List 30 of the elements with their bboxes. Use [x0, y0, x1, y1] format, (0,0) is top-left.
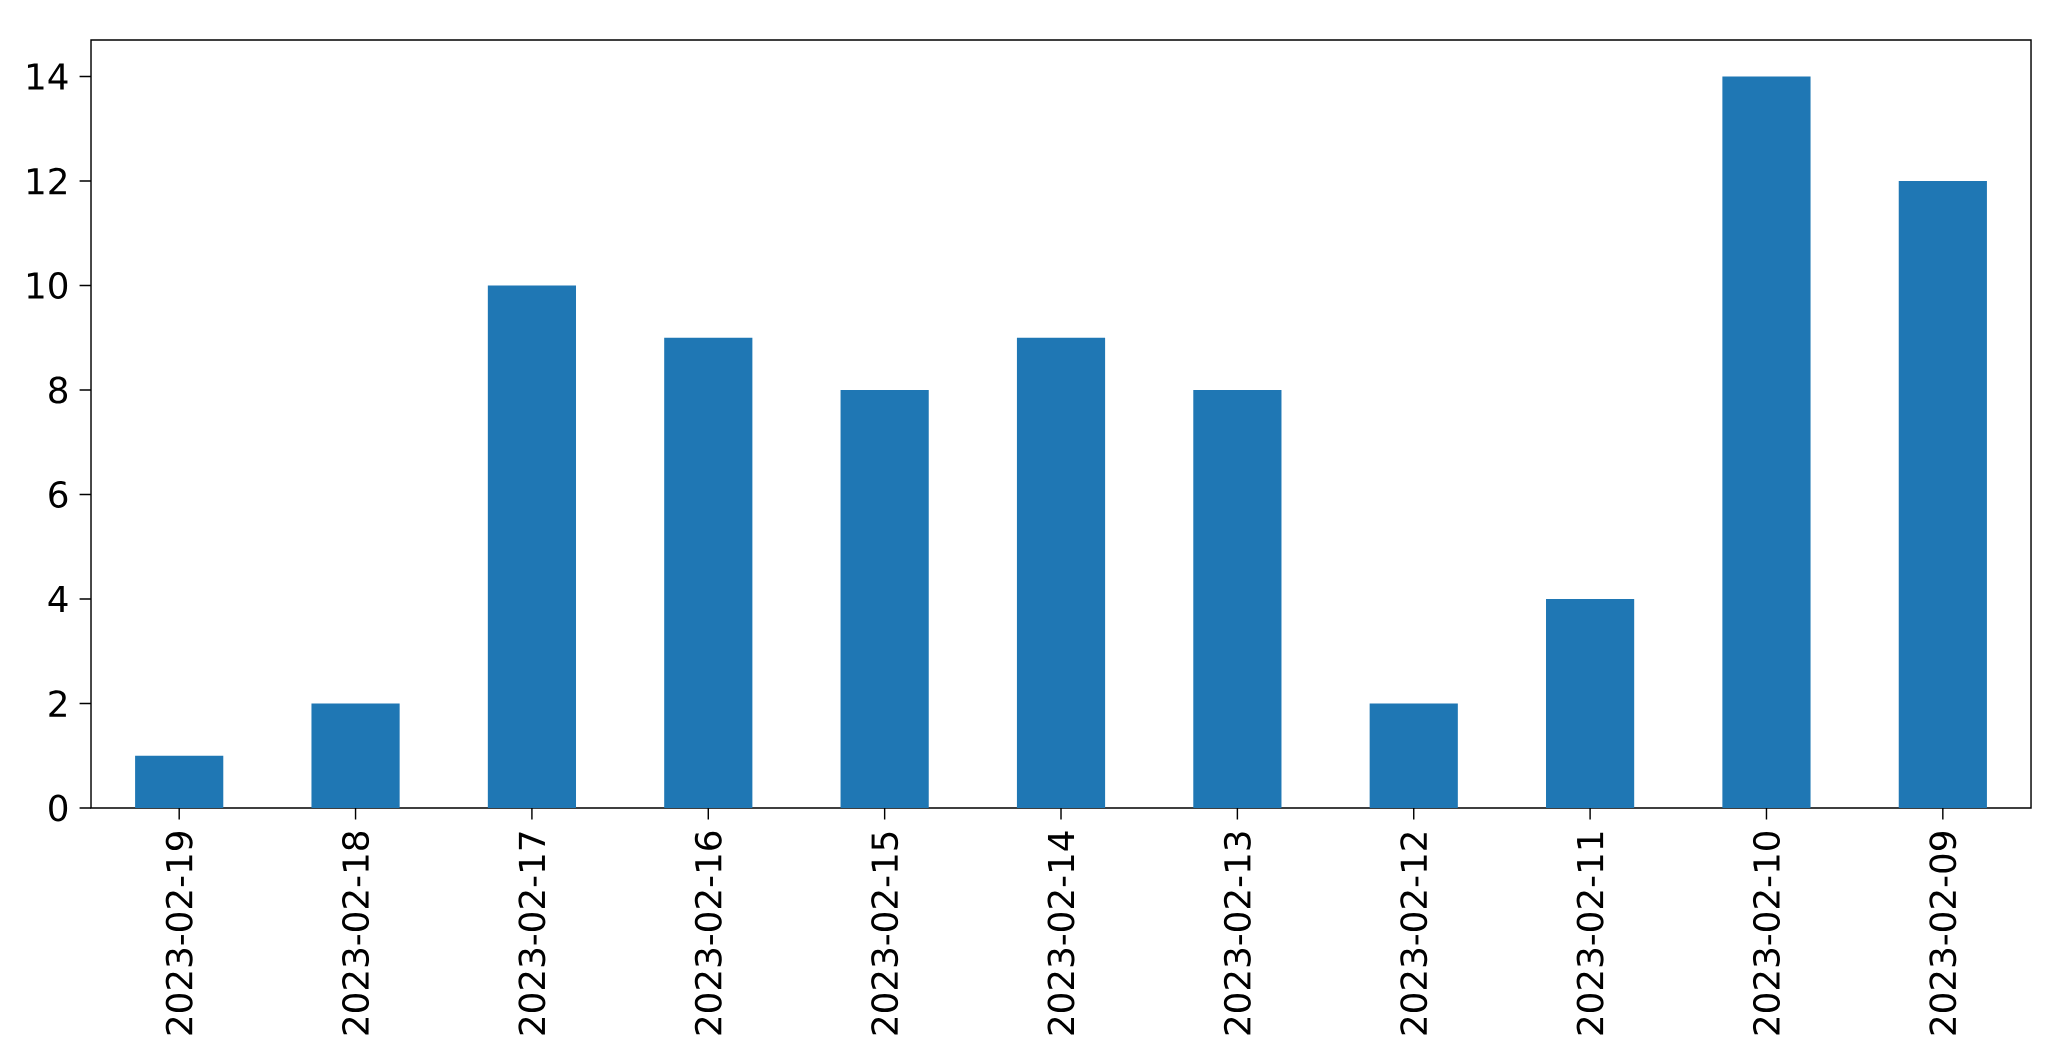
x-tick-label: 2023-02-18 — [342, 831, 370, 1035]
x-tick-label: 2023-02-10 — [1752, 831, 1780, 1035]
bar — [1722, 76, 1811, 808]
bar — [487, 285, 577, 808]
y-tick-label: 6 — [49, 480, 68, 509]
x-tick-label: 2023-02-13 — [1223, 832, 1251, 1035]
bar — [1016, 337, 1106, 808]
y-tick-label: 10 — [27, 272, 68, 300]
bar — [135, 755, 224, 808]
bar — [1546, 599, 1635, 808]
x-tick-label: 2023-02-14 — [1047, 831, 1075, 1035]
x-tick-label: 2023-02-19 — [165, 832, 193, 1035]
y-tick-label: 4 — [48, 585, 68, 613]
y-tick-label: 2 — [49, 690, 66, 717]
y-tick-label: 14 — [27, 63, 68, 90]
x-tick-label: 2023-02-16 — [694, 831, 722, 1035]
x-tick-label: 2023-02-09 — [1929, 832, 1957, 1035]
bar — [1898, 181, 1987, 808]
bar — [1369, 703, 1458, 808]
bar — [840, 390, 929, 808]
y-tick-label: 8 — [49, 376, 68, 404]
y-tick-label: 12 — [27, 167, 66, 195]
x-tick-label: 2023-02-17 — [518, 832, 546, 1035]
bar — [311, 703, 400, 808]
bar — [664, 337, 753, 808]
x-tick-label: 2023-02-11 — [1576, 832, 1604, 1035]
y-tick-label: 0 — [49, 794, 68, 822]
x-tick-label: 2023-02-12 — [1400, 833, 1428, 1035]
bar — [1193, 390, 1282, 808]
x-tick-label: 2023-02-15 — [871, 832, 899, 1035]
